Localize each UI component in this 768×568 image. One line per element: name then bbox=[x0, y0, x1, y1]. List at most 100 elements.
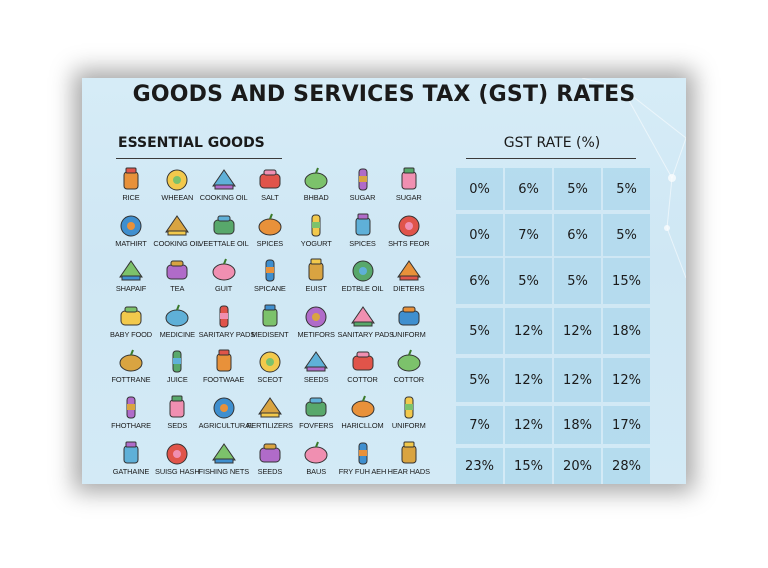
goods-item: JUICE bbox=[152, 348, 202, 392]
goods-item: EDTBLE OIL bbox=[338, 257, 388, 301]
goods-item-label: COOKING OIL bbox=[199, 193, 248, 202]
parasol-icon bbox=[126, 396, 136, 419]
goods-item: HEAR HADS bbox=[384, 440, 434, 484]
rate-cell: 12% bbox=[554, 308, 601, 354]
goods-item: UNIFORM bbox=[384, 394, 434, 438]
rate-cell: 15% bbox=[505, 448, 552, 484]
goods-item-label: SHTS FEOR bbox=[388, 238, 430, 248]
goods-item-label: SEEDS bbox=[257, 466, 283, 476]
ointment-icon bbox=[262, 304, 278, 327]
rate-cell: 12% bbox=[505, 406, 552, 444]
goods-item-label: UNIFORM bbox=[391, 329, 426, 339]
goods-item: COOKING OIL bbox=[199, 166, 249, 210]
goods-item-label: SUISG HASH bbox=[155, 466, 200, 476]
rate-cell: 5% bbox=[456, 308, 503, 354]
rates-grid: 0% 6% 5% 5% 0% 7% 6% 5% 6% 5% 5% 15% 5% 12% 12% 18% 5% 12… bbox=[456, 166, 652, 484]
goods-item: HARICLLOM bbox=[338, 394, 388, 438]
biscuit-icon bbox=[308, 258, 324, 281]
book-icon bbox=[169, 395, 185, 418]
rate-cell: 0% bbox=[456, 214, 503, 256]
goods-item-label: EUIST bbox=[305, 284, 327, 294]
rate-cell: 6% bbox=[456, 258, 503, 304]
goods-item-label: UNIFORM bbox=[391, 421, 426, 430]
rate-cell: 5% bbox=[603, 168, 650, 210]
rate-cell: 18% bbox=[554, 406, 601, 444]
rate-cell: 12% bbox=[554, 358, 601, 402]
tools-icon bbox=[259, 443, 281, 463]
jar-icon bbox=[398, 215, 420, 237]
spices-icon bbox=[258, 213, 282, 236]
fabric-icon bbox=[397, 350, 421, 372]
goods-item: VEETTALE OIL bbox=[199, 212, 249, 256]
edible-oil-icon bbox=[352, 260, 373, 282]
yogurt-icon bbox=[311, 214, 321, 237]
goods-item: METIFORS bbox=[291, 303, 341, 347]
hygiene-icon bbox=[350, 305, 375, 327]
shampoo-icon bbox=[119, 260, 143, 281]
diaper-icon bbox=[396, 260, 421, 281]
goods-item-label: METIFORS bbox=[297, 329, 335, 339]
rate-cell: 15% bbox=[603, 258, 650, 304]
goods-item: SPICES bbox=[338, 212, 388, 256]
goods-item-label: FOVFERS bbox=[299, 421, 334, 430]
goods-item-label: SUGAR bbox=[349, 193, 376, 202]
rate-cell: 17% bbox=[603, 406, 650, 444]
goods-item-label: FOTTRANE bbox=[111, 375, 151, 385]
bag-icon bbox=[304, 441, 328, 464]
goods-item: EUIST bbox=[291, 257, 341, 301]
network-decoration bbox=[581, 78, 686, 279]
goods-item: WHEEAN bbox=[152, 166, 202, 210]
rate-cell: 20% bbox=[554, 448, 601, 484]
goods-item: MEDICINE bbox=[152, 303, 202, 347]
goods-item: FHOTHARE bbox=[106, 394, 156, 438]
goods-item: FISHING NETS bbox=[199, 440, 249, 484]
goods-item: YOGURT bbox=[291, 212, 341, 256]
goods-item: FOOTWAAE bbox=[199, 348, 249, 392]
apple-icon bbox=[265, 259, 275, 282]
rate-cell: 12% bbox=[505, 358, 552, 402]
goods-item-label: FRY FUH AEH bbox=[338, 466, 387, 476]
goods-item: SEEDS bbox=[291, 348, 341, 392]
rate-cell: 6% bbox=[554, 214, 601, 256]
goods-item: FERTILIZERS bbox=[245, 394, 295, 438]
flower-icon bbox=[259, 351, 281, 373]
goods-item: AGRICULTURAL bbox=[198, 394, 254, 438]
bottle-icon bbox=[165, 214, 190, 236]
helmet-icon bbox=[213, 397, 235, 419]
baby-bottle-icon bbox=[120, 306, 142, 326]
gst-rate-heading: GST RATE (%) bbox=[503, 135, 601, 151]
juice-icon bbox=[172, 350, 182, 373]
goods-item: FRY FUH AEH bbox=[338, 440, 388, 484]
goods-item-label: AGRICULTURAL bbox=[198, 421, 254, 430]
goods-item-label: FERTILIZERS bbox=[246, 421, 293, 430]
tea-icon bbox=[166, 260, 188, 280]
goods-item: SUGAR bbox=[338, 166, 388, 210]
goods-item: SHAPAIF bbox=[106, 257, 156, 301]
goods-item-label: SEDS bbox=[167, 421, 188, 430]
rate-cell: 7% bbox=[456, 406, 503, 444]
goods-item: SEDS bbox=[152, 394, 202, 438]
heading-divider bbox=[466, 158, 636, 159]
goods-item-label: SPICES bbox=[349, 238, 376, 248]
rate-cell: 12% bbox=[603, 358, 650, 402]
goods-item: DIETERS bbox=[384, 257, 434, 301]
page-title: GOODS AND SERVICES TAX (GST) RATES bbox=[132, 82, 636, 107]
goods-item: SPICANE bbox=[245, 257, 295, 301]
goods-item-label: SPICES bbox=[256, 238, 284, 248]
goods-item-label: SALT bbox=[261, 193, 279, 202]
cooking-oil-icon bbox=[211, 169, 236, 190]
goods-item-label: FOOTWAAE bbox=[202, 375, 245, 385]
jam-jar-icon bbox=[119, 350, 143, 372]
rate-cell: 7% bbox=[505, 214, 552, 256]
sports-helmet-icon bbox=[211, 442, 236, 464]
goods-item-label: JUICE bbox=[166, 375, 188, 385]
goods-item: COOKING OIL bbox=[152, 212, 202, 256]
goods-item: MEDISENT bbox=[245, 303, 295, 347]
goods-item-label: FISHING NETS bbox=[198, 466, 250, 476]
medicine-icon bbox=[165, 304, 189, 327]
wheat-icon bbox=[166, 169, 188, 191]
goods-item-label: DIETERS bbox=[393, 284, 425, 294]
rate-cell: 12% bbox=[505, 308, 552, 354]
heading-divider bbox=[116, 158, 282, 159]
goods-item-label: HARICLLOM bbox=[341, 421, 384, 430]
